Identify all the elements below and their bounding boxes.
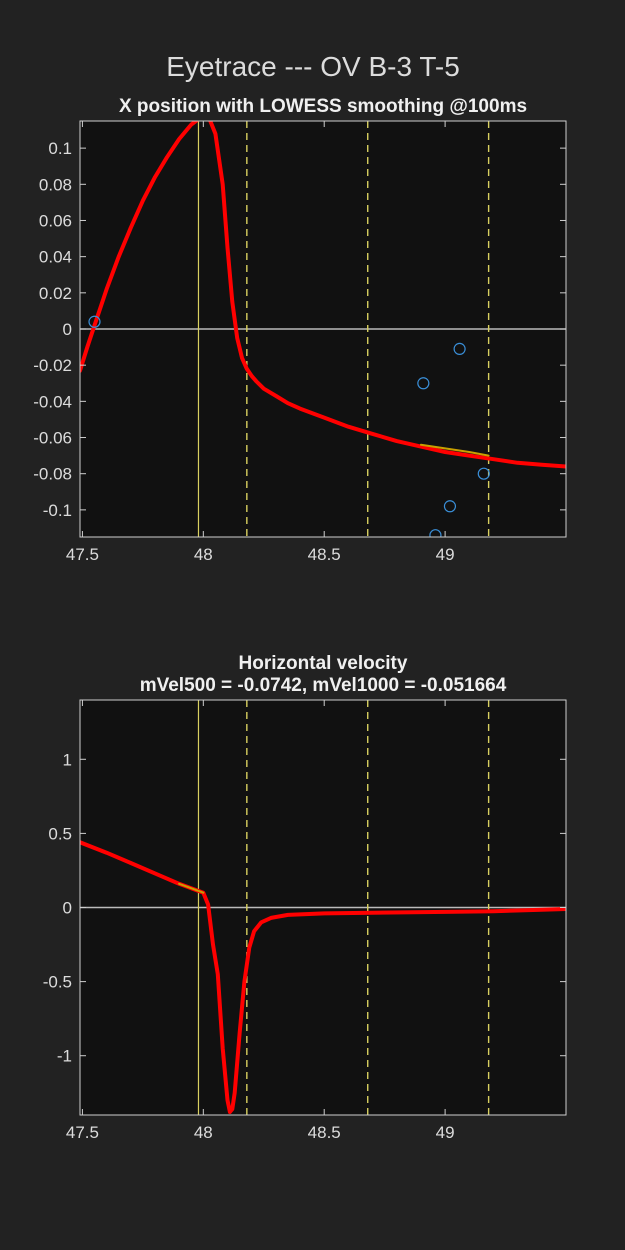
- y-tick-label: 0.08: [39, 175, 72, 194]
- y-tick-label: 1: [63, 750, 72, 769]
- y-tick-label: -0.5: [43, 973, 72, 992]
- sample-point: [443, 500, 457, 513]
- plot-area: [80, 700, 566, 1115]
- sample-point: [429, 529, 442, 537]
- sample-point: [417, 377, 430, 390]
- fit-line: [178, 882, 205, 894]
- y-tick-label: -0.08: [33, 465, 72, 484]
- x-position-plot: X position with LOWESS smoothing @100ms 0…: [33, 96, 567, 564]
- axes-title: X position with LOWESS smoothing @100ms: [119, 96, 527, 117]
- x-tick-label: 47.5: [66, 545, 99, 564]
- y-tick-label: -0.04: [33, 392, 72, 411]
- x-tick-label: 49: [436, 545, 455, 564]
- sample-point: [88, 315, 101, 328]
- y-tick-label: -0.06: [33, 429, 72, 448]
- y-tick-label: -1: [57, 1047, 72, 1066]
- y-tick-label: 0.04: [39, 248, 72, 267]
- sample-point: [453, 342, 466, 355]
- y-tick-label: -0.1: [43, 501, 72, 520]
- plot-area: [80, 121, 566, 537]
- y-tick-label: 0.1: [48, 139, 72, 158]
- x-tick-label: 48: [194, 1123, 213, 1142]
- figure-title: Eyetrace --- OV B-3 T-5: [166, 51, 460, 82]
- y-tick-label: 0.5: [48, 824, 72, 843]
- fit-line: [419, 443, 490, 457]
- y-tick-label: 0: [63, 320, 72, 339]
- smoothed-line: [80, 121, 566, 469]
- axes-subtitle: mVel500 = -0.0742, mVel1000 = -0.051664: [140, 675, 507, 696]
- x-tick-label: 49: [436, 1123, 455, 1142]
- x-tick-label: 48.5: [308, 545, 341, 564]
- sample-point: [477, 467, 490, 480]
- y-tick-label: 0: [63, 899, 72, 918]
- axes-title: Horizontal velocity: [239, 653, 408, 674]
- x-tick-label: 48: [194, 545, 213, 564]
- y-tick-label: 0.02: [39, 284, 72, 303]
- y-tick-label: -0.02: [33, 356, 72, 375]
- x-tick-label: 48.5: [308, 1123, 341, 1142]
- x-tick-label: 47.5: [66, 1123, 99, 1142]
- y-tick-label: 0.06: [39, 211, 72, 230]
